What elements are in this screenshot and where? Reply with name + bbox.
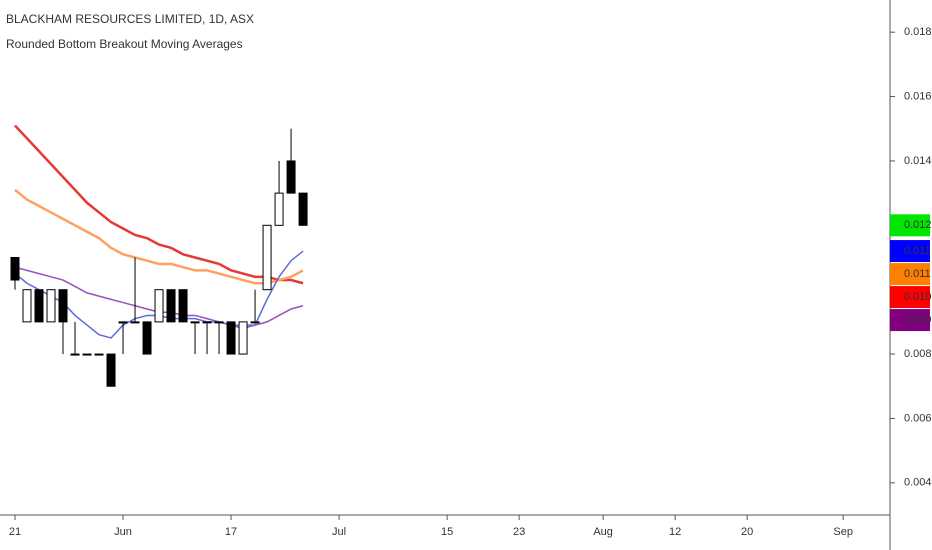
x-tick-label: Sep — [833, 526, 853, 538]
price-label-box — [890, 286, 930, 309]
candle-body — [130, 321, 140, 324]
chart-subtitle: Rounded Bottom Breakout Moving Averages — [6, 37, 243, 51]
candle-body — [154, 289, 164, 323]
candle-body — [70, 353, 80, 356]
candle-body — [286, 160, 296, 194]
candle-body — [202, 321, 212, 324]
candle-body — [58, 289, 68, 323]
candle-body — [214, 321, 224, 324]
candle-body — [298, 192, 308, 226]
y-tick-label: 0.006 — [904, 412, 932, 424]
candle-body — [166, 289, 176, 323]
candle-body — [250, 321, 260, 324]
x-tick-label: 21 — [9, 526, 21, 538]
y-tick-label: 0.008 — [904, 348, 932, 360]
candle-body — [274, 192, 284, 226]
candle-body — [94, 353, 104, 356]
price-label: 0.011 — [904, 268, 931, 280]
y-tick-label: 0.004 — [904, 477, 932, 489]
moving-average-line — [14, 124, 304, 285]
candle-body — [142, 321, 152, 355]
chart-title: BLACKHAM RESOURCES LIMITED, 1D, ASX — [6, 12, 254, 26]
price-label: 0.012 — [904, 219, 932, 231]
price-label-box — [890, 263, 930, 286]
moving-average-line — [14, 188, 304, 285]
y-tick-label: 0.016 — [904, 90, 932, 102]
candle-body — [226, 321, 236, 355]
x-tick-label: Jul — [332, 526, 346, 538]
candle-body — [238, 321, 248, 355]
x-tick-label: 12 — [669, 526, 681, 538]
price-label-box — [890, 309, 930, 332]
y-tick-label: 0.014 — [904, 155, 932, 167]
y-tick-label: 0.018 — [904, 26, 932, 38]
candle-body — [262, 224, 272, 291]
price-label: 0.009 — [904, 314, 932, 326]
candle-body — [10, 257, 20, 281]
x-tick-label: 23 — [513, 526, 525, 538]
price-label-box — [890, 240, 930, 263]
x-tick-label: 20 — [741, 526, 753, 538]
candle-body — [22, 289, 32, 323]
x-tick-label: 17 — [225, 526, 237, 538]
price-label: 0.010 — [904, 291, 932, 303]
x-tick-label: Jun — [114, 526, 132, 538]
candle-body — [82, 353, 92, 356]
candle-body — [46, 289, 56, 323]
candle-body — [118, 321, 128, 324]
price-label: 0.011 — [904, 245, 931, 257]
candle-body — [190, 321, 200, 324]
candle-body — [34, 289, 44, 323]
x-tick-label: Aug — [593, 526, 613, 538]
candle-body — [178, 289, 188, 323]
candle-body — [106, 353, 116, 387]
x-tick-label: 15 — [441, 526, 453, 538]
price-label-box — [890, 214, 930, 237]
